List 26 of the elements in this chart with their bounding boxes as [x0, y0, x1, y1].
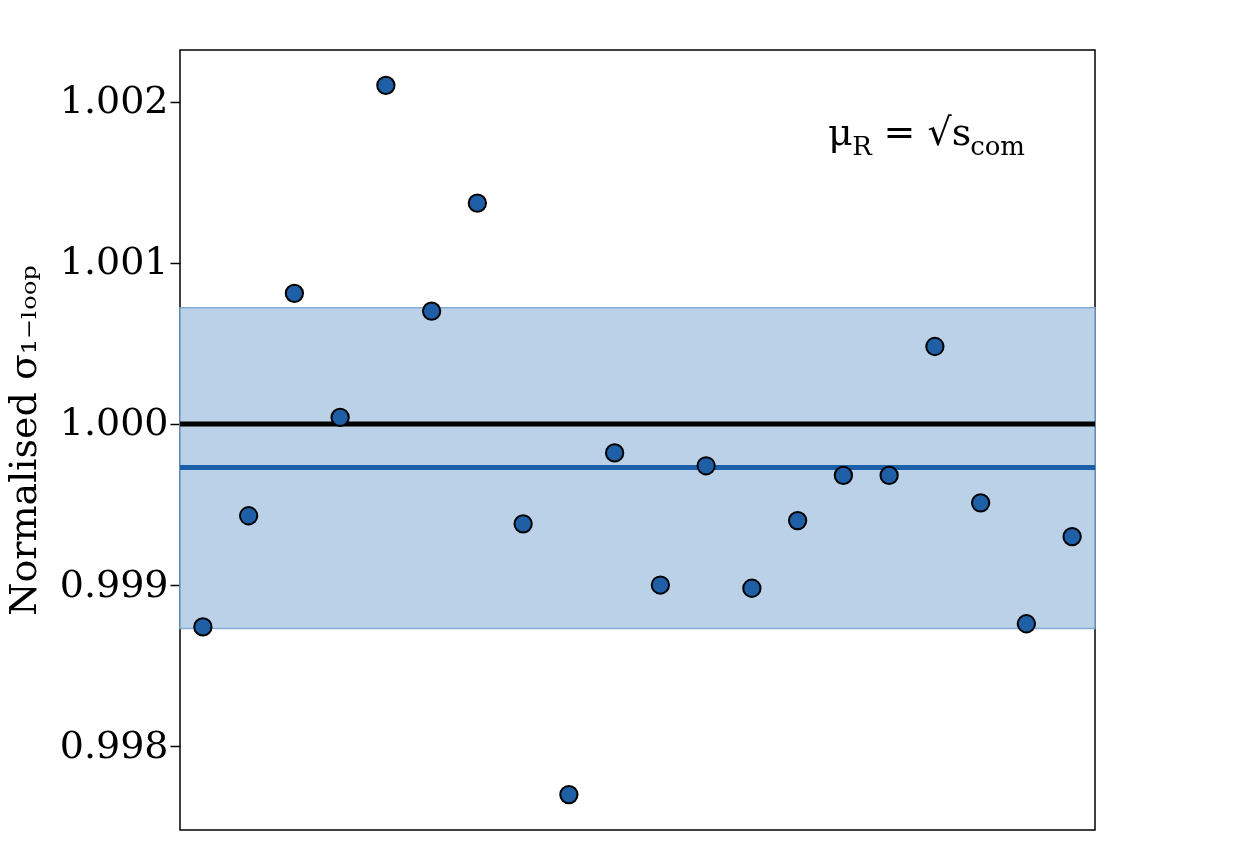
point — [1062, 527, 1082, 547]
point — [787, 510, 808, 531]
point — [284, 283, 305, 303]
y-tick-label: 0.998 — [59, 722, 169, 767]
y-axis-title: Normalised σ₁₋ₗₒₒₚ — [0, 265, 45, 616]
point — [559, 784, 579, 805]
y-tick-label: 0.999 — [59, 561, 169, 606]
point — [879, 465, 899, 486]
point — [238, 506, 259, 526]
point — [1016, 614, 1037, 634]
point — [604, 443, 625, 463]
point — [421, 301, 442, 321]
point — [925, 336, 945, 357]
point — [970, 493, 991, 513]
point — [193, 617, 213, 637]
point — [376, 75, 396, 96]
y-tick-label: 1.000 — [59, 400, 169, 445]
point — [833, 465, 854, 486]
point — [696, 456, 716, 476]
y-tick-label: 1.001 — [59, 239, 169, 284]
point — [330, 407, 350, 428]
point — [742, 578, 762, 598]
point — [513, 514, 533, 534]
y-tick-label: 1.002 — [59, 78, 169, 123]
point — [467, 193, 488, 213]
point — [650, 575, 671, 595]
